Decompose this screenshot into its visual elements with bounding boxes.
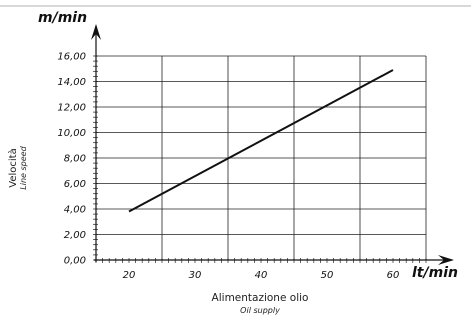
minor-ticks bbox=[93, 56, 426, 263]
x-tick-label: 40 bbox=[255, 270, 268, 281]
y-tick-label: 14,00 bbox=[57, 77, 86, 88]
x-axis-sublabel: Oil supply bbox=[160, 306, 360, 315]
x-tick-label: 20 bbox=[123, 270, 136, 281]
grid bbox=[96, 56, 426, 260]
y-tick-label: 4,00 bbox=[64, 205, 86, 216]
y-axis-label-group: Velocità Line speed bbox=[8, 128, 28, 208]
x-unit-label: lt/min bbox=[412, 265, 458, 281]
x-tick-label: 50 bbox=[321, 270, 334, 281]
y-tick-label: 16,00 bbox=[57, 52, 86, 63]
x-tick-label: 30 bbox=[189, 270, 202, 281]
series-line bbox=[129, 70, 393, 212]
y-unit-label: m/min bbox=[38, 10, 87, 26]
y-tick-label: 10,00 bbox=[57, 128, 86, 139]
series bbox=[129, 70, 393, 212]
y-tick-label: 2,00 bbox=[64, 230, 86, 241]
x-axis-label: Alimentazione olio bbox=[160, 292, 360, 304]
axes bbox=[91, 24, 454, 265]
y-axis-sublabel: Line speed bbox=[19, 128, 28, 208]
y-tick-label: 12,00 bbox=[57, 103, 86, 114]
y-axis-label: Velocità bbox=[8, 128, 19, 208]
y-tick-label: 0,00 bbox=[64, 256, 86, 267]
y-tick-label: 8,00 bbox=[64, 154, 86, 165]
y-tick-label: 6,00 bbox=[64, 179, 86, 190]
x-tick-label: 60 bbox=[387, 270, 400, 281]
